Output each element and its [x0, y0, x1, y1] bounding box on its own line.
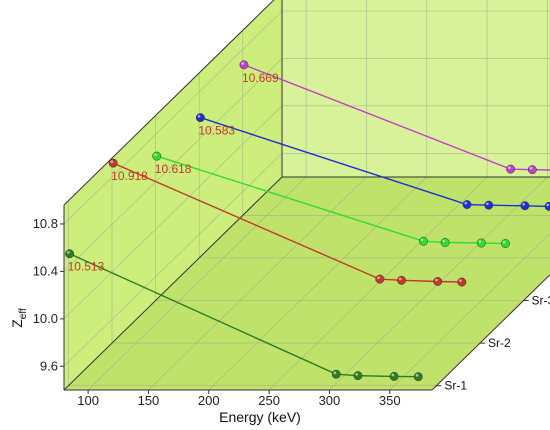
x-grid-line [389, 233, 550, 391]
data-point-highlight [502, 240, 506, 244]
y-axis-label-group: Zeff [9, 308, 29, 328]
data-point [389, 371, 399, 381]
y-axis-ticks: 9.6 10.0 10.4 10.8 [33, 216, 64, 373]
series-labels: Sr-5Sr-4Sr-3Sr-2Sr-1 [436, 294, 550, 393]
data-point-highlight [333, 371, 337, 375]
data-point [152, 151, 162, 161]
frame-edge [63, 0, 275, 206]
data-point-highlight [66, 251, 70, 254]
data-point-highlight [522, 203, 525, 206]
data-point [375, 274, 385, 284]
data-point-highlight [391, 373, 395, 377]
data-point [195, 113, 205, 123]
data-point-highlight [377, 276, 380, 280]
data-point-highlight [355, 372, 358, 376]
data-point [65, 249, 75, 259]
y-axis-label-main: Z [9, 319, 25, 328]
data-point-highlight [508, 166, 511, 169]
data-point-highlight [110, 160, 114, 164]
data-point-highlight [478, 240, 482, 243]
data-point [440, 237, 450, 247]
y-axis-label-sub: eff [18, 308, 29, 319]
data-point [108, 158, 118, 168]
data-point [353, 371, 363, 381]
data-point [331, 369, 341, 379]
data-point-highlight [435, 278, 438, 282]
plot-frame [63, 0, 550, 391]
data-point [527, 165, 537, 175]
data-point-highlight [420, 238, 424, 242]
data-label: 10.618 [155, 162, 192, 176]
data-point [462, 200, 472, 210]
data-point-highlight [546, 203, 550, 207]
data-label: 10.583 [198, 124, 235, 138]
data-point [457, 277, 467, 287]
plot-walls [64, 0, 550, 390]
x-tick-label: 350 [379, 393, 401, 408]
data-point-highlight [415, 374, 419, 377]
data-point-highlight [459, 279, 462, 282]
left-wall [64, 0, 282, 390]
y-tick-label: 10.4 [33, 263, 58, 278]
data-point [506, 164, 516, 174]
series-label-sr-2: Sr-2 [488, 336, 511, 350]
data-label: 10.513 [68, 260, 105, 274]
back-wall [282, 0, 550, 177]
data-label: 10.918 [111, 169, 148, 183]
y-axis-label: Zeff [9, 308, 29, 328]
data-point [239, 60, 249, 70]
y-tick-label: 9.6 [40, 358, 58, 373]
data-point-highlight [486, 202, 489, 206]
data-point [484, 200, 494, 210]
x-tick-label: 150 [138, 393, 160, 408]
frame-edge [431, 274, 550, 391]
series-group: 10.669 10.583 10.618 10.918 10.513 [65, 60, 550, 382]
x-tick-label: 300 [319, 393, 341, 408]
data-point [501, 239, 510, 249]
series-label-sr-3: Sr-3 [532, 294, 550, 308]
floor-plane [64, 177, 550, 390]
data-point [413, 372, 423, 382]
data-point [476, 238, 486, 248]
data-point-highlight [154, 153, 157, 156]
frame-edge [63, 176, 283, 391]
data-point-highlight [241, 62, 244, 65]
data-point-highlight [398, 277, 402, 281]
data-point [397, 275, 406, 285]
y-tick-label: 10.8 [33, 216, 58, 231]
x-axis-label: Energy (keV) [219, 409, 301, 425]
data-point [433, 277, 443, 286]
x-tick-label: 200 [198, 393, 220, 408]
y-tick-label: 10.0 [33, 311, 58, 326]
data-point [520, 201, 530, 211]
x-axis-ticks: 100 150 200 250 300 350 [77, 390, 401, 408]
data-point-highlight [529, 166, 533, 170]
series-label-sr-1: Sr-1 [444, 379, 467, 393]
data-label: 10.669 [242, 71, 279, 85]
x-tick-label: 100 [77, 393, 99, 408]
x-tick-label: 250 [258, 393, 280, 408]
data-point [418, 236, 428, 246]
data-point-highlight [442, 239, 446, 243]
data-point-highlight [464, 201, 468, 205]
data-point-highlight [197, 114, 201, 118]
